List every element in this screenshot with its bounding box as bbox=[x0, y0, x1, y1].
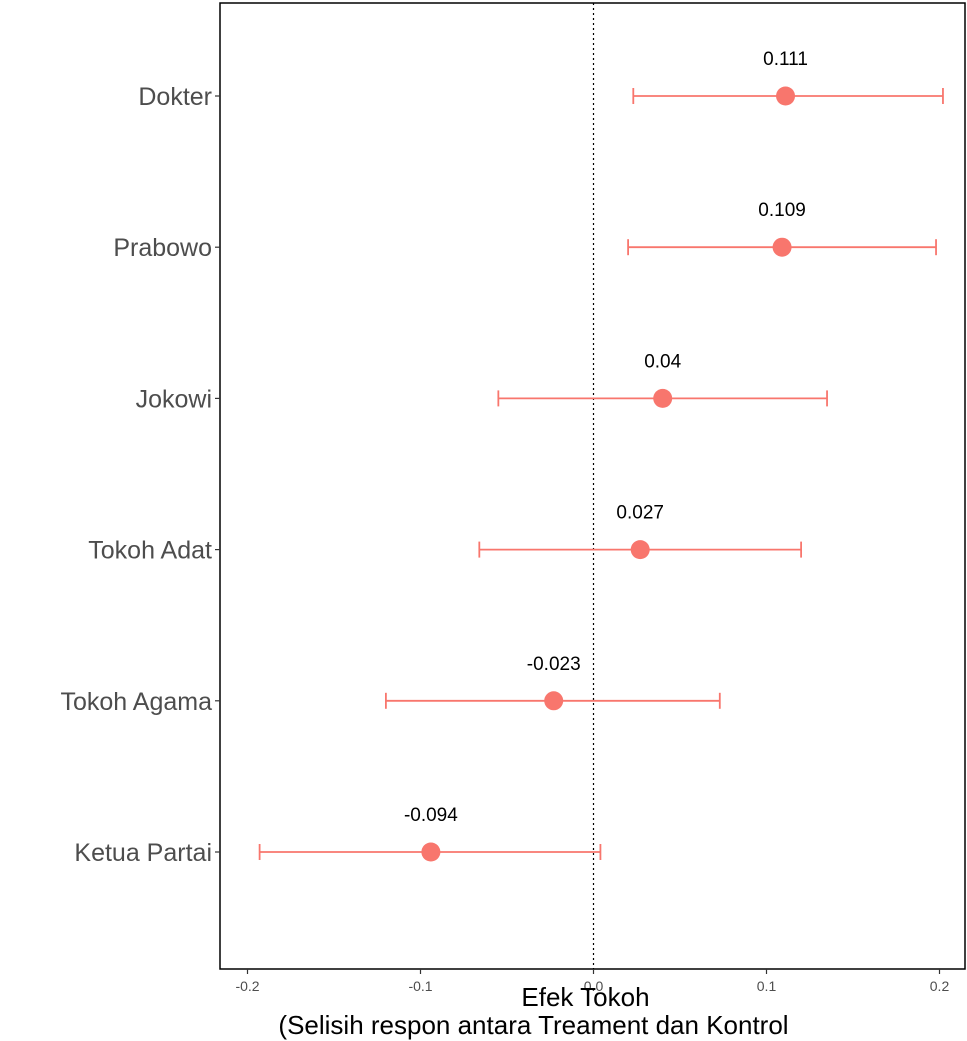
data-label: 0.04 bbox=[644, 351, 681, 372]
category-label: Ketua Partai bbox=[74, 839, 212, 867]
x-axis-title: Efek Tokoh bbox=[521, 982, 649, 1012]
data-label: -0.094 bbox=[404, 805, 458, 826]
x-tick-label: 0.2 bbox=[930, 978, 950, 994]
category-label: Dokter bbox=[138, 83, 212, 111]
x-tick-label: -0.2 bbox=[235, 978, 259, 994]
category-label: Tokoh Adat bbox=[88, 537, 212, 565]
data-point bbox=[776, 86, 796, 106]
data-point bbox=[772, 237, 792, 257]
data-label: 0.111 bbox=[763, 49, 808, 70]
x-tick-label: -0.1 bbox=[408, 978, 432, 994]
data-point bbox=[421, 842, 441, 862]
data-point bbox=[630, 540, 650, 560]
category-label: Prabowo bbox=[113, 234, 212, 262]
x-axis-subtitle: (Selisih respon antara Treament dan Kont… bbox=[278, 1010, 788, 1040]
chart-marks: 0.111 0.109 0.04 0.027 -0.023 -0.094 bbox=[258, 3, 944, 969]
data-label: -0.023 bbox=[527, 654, 581, 675]
plot-panel-border bbox=[219, 2, 966, 970]
data-point bbox=[544, 691, 564, 711]
category-label: Jokowi bbox=[136, 385, 212, 413]
data-label: 0.109 bbox=[758, 200, 806, 221]
x-tick-label: 0.1 bbox=[757, 978, 777, 994]
data-point bbox=[653, 388, 673, 408]
category-label: Tokoh Agama bbox=[61, 688, 213, 716]
chart-axes: Dokter Prabowo Jokowi Tokoh Adat Tokoh Agama… bbox=[61, 83, 950, 994]
data-label: 0.027 bbox=[616, 503, 664, 524]
x-tick-label: 0.0 bbox=[584, 978, 604, 994]
